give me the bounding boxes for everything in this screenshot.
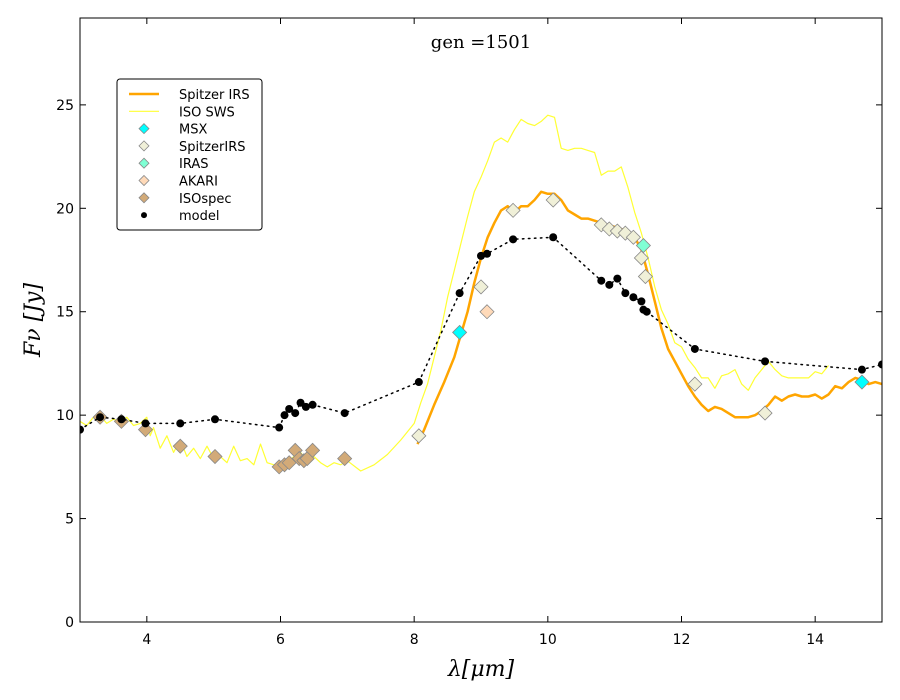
legend-swatch-iras xyxy=(138,157,150,169)
data-point-model xyxy=(280,411,289,420)
data-point-model xyxy=(549,233,558,242)
data-point-model xyxy=(605,280,614,289)
data-point-spitzerirs xyxy=(411,428,427,444)
data-point-model xyxy=(414,378,423,387)
x-tick-label: 8 xyxy=(410,632,419,648)
x-tick-label: 12 xyxy=(673,632,691,648)
legend-label-msx: MSX xyxy=(179,123,207,138)
data-point-model xyxy=(477,251,485,260)
data-point-model xyxy=(141,419,150,428)
legend-label-akari: AKARI xyxy=(179,175,218,190)
data-point-spitzerirs xyxy=(609,223,625,239)
x-axis-title: λ[μm] xyxy=(447,657,515,682)
data-point-model xyxy=(308,400,317,409)
legend-label-model: model xyxy=(179,209,219,224)
legend-label-spitzerirs: SpitzerIRS xyxy=(179,140,246,155)
data-point-model xyxy=(301,402,310,411)
y-axis-title: Fν [Jy] xyxy=(21,283,46,358)
legend-box xyxy=(116,78,263,231)
legend-label-iras: IRAS xyxy=(179,157,209,172)
series-line-iso-sws xyxy=(80,114,829,472)
series-line-model xyxy=(80,236,882,431)
axes-layer xyxy=(79,17,883,623)
data-point-model xyxy=(761,357,770,366)
data-point-model xyxy=(96,413,105,422)
data-point-spitzerirs xyxy=(687,376,703,392)
data-point-model xyxy=(629,293,638,302)
axes-frame xyxy=(79,17,883,623)
data-point-model xyxy=(597,276,606,285)
y-tick-label: 10 xyxy=(56,408,74,424)
data-point-spitzerirs xyxy=(757,405,773,421)
data-point-isospec xyxy=(172,438,188,454)
data-point-isospec xyxy=(337,451,353,467)
ticks-layer: 4 6 8 10 12 14 0 5 10 15 20 25 xyxy=(56,18,882,648)
data-point-model xyxy=(642,307,651,316)
data-point-spitzerirs xyxy=(473,279,489,295)
data-point-model xyxy=(637,297,646,306)
data-point-spitzerirs xyxy=(637,268,653,285)
data-point-model xyxy=(285,404,294,413)
x-tick-label: 6 xyxy=(276,632,285,648)
legend-label-spitzer-irs: Spitzer IRS xyxy=(179,88,250,103)
data-point-spitzerirs xyxy=(505,202,521,218)
x-tick-label: 14 xyxy=(806,632,824,648)
data-point-model xyxy=(857,365,866,374)
y-tick-label: 5 xyxy=(65,512,74,528)
data-point-model xyxy=(509,235,518,244)
data-point-msx xyxy=(854,374,870,390)
data-point-model xyxy=(690,344,699,353)
data-point-isospec xyxy=(207,448,223,465)
legend-swatch-model xyxy=(141,212,147,219)
legend-swatch-isospec xyxy=(138,192,150,204)
data-point-iras xyxy=(635,237,651,254)
legend-label-isospec: ISOspec xyxy=(179,192,232,207)
legend: Spitzer IRS ISO SWS MSX SpitzerIRS IRAS AKARI… xyxy=(116,78,263,231)
data-point-msx xyxy=(452,324,468,340)
data-point-spitzerirs xyxy=(625,229,641,245)
data-point-isospec xyxy=(137,422,154,438)
x-tick-label: 4 xyxy=(142,632,151,648)
data-point-model xyxy=(483,249,492,258)
data-point-akari xyxy=(479,304,495,320)
data-point-spitzerirs xyxy=(545,192,561,208)
y-tick-label: 0 xyxy=(65,615,74,631)
data-point-model xyxy=(613,274,622,283)
data-point-model xyxy=(117,415,126,424)
data-point-model xyxy=(340,409,349,418)
y-tick-label: 15 xyxy=(56,305,74,321)
data-point-model xyxy=(176,419,185,428)
data-point-model xyxy=(878,360,882,369)
data-point-model xyxy=(275,423,284,432)
data-point-model xyxy=(291,409,300,418)
series-line-spitzer-irs xyxy=(416,190,882,445)
data-point-model xyxy=(211,415,220,424)
data-point-model xyxy=(621,289,630,298)
legend-label-iso-sws: ISO SWS xyxy=(179,105,235,120)
data-point-isospec xyxy=(305,442,321,458)
y-tick-label: 25 xyxy=(56,98,74,114)
legend-swatch-msx xyxy=(138,123,150,135)
series-layer xyxy=(80,114,882,475)
legend-swatch-spitzerirs xyxy=(138,140,150,152)
chart-title: gen =1501 xyxy=(431,32,531,53)
x-tick-label: 10 xyxy=(539,632,557,648)
data-point-model xyxy=(80,425,84,434)
data-point-spitzerirs xyxy=(633,250,649,266)
y-tick-label: 20 xyxy=(56,201,74,217)
legend-swatch-akari xyxy=(138,174,150,187)
data-point-model xyxy=(455,289,464,298)
